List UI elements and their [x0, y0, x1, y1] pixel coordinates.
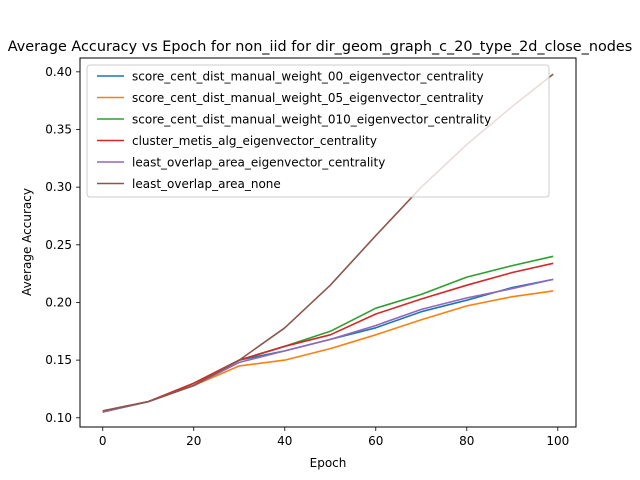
y-axis: 0.10 0.15 0.20 0.25 0.30 0.35 0.40 [45, 65, 80, 425]
legend-box [86, 64, 550, 198]
x-axis: 0 20 40 60 80 100 [99, 427, 569, 448]
plot-frame [79, 57, 577, 428]
legend: score_cent_dist_manual_weight_00_eigenve… [86, 64, 550, 198]
series-layer [102, 73, 554, 413]
x-tick-label: 100 [546, 434, 569, 448]
y-tick-label: 0.30 [45, 180, 72, 194]
legend-entry: score_cent_dist_manual_weight_00_eigenve… [132, 70, 484, 84]
x-tick-label: 0 [99, 434, 107, 448]
legend-entry: score_cent_dist_manual_weight_05_eigenve… [132, 91, 484, 105]
series-line-3 [102, 262, 554, 412]
legend-entry: least_overlap_area_eigenvector_centralit… [132, 156, 385, 170]
y-tick-label: 0.15 [45, 353, 72, 367]
y-tick-label: 0.35 [45, 122, 72, 136]
y-tick-label: 0.10 [45, 411, 72, 425]
legend-entry: cluster_metis_alg_eigenvector_centrality [132, 134, 377, 148]
legend-entry: least_overlap_area_none [132, 177, 281, 191]
y-tick-label: 0.40 [45, 65, 72, 79]
x-tick-label: 60 [368, 434, 383, 448]
y-tick-label: 0.25 [45, 238, 72, 252]
legend-entry: score_cent_dist_manual_weight_010_eigenv… [132, 113, 491, 127]
x-tick-label: 40 [277, 434, 292, 448]
x-tick-label: 20 [186, 434, 201, 448]
chart-title: Average Accuracy vs Epoch for non_iid fo… [8, 39, 633, 55]
y-axis-label: Average Accuracy [20, 188, 34, 296]
x-tick-label: 80 [459, 434, 474, 448]
y-tick-label: 0.20 [45, 295, 72, 309]
x-axis-label: Epoch [310, 456, 347, 470]
